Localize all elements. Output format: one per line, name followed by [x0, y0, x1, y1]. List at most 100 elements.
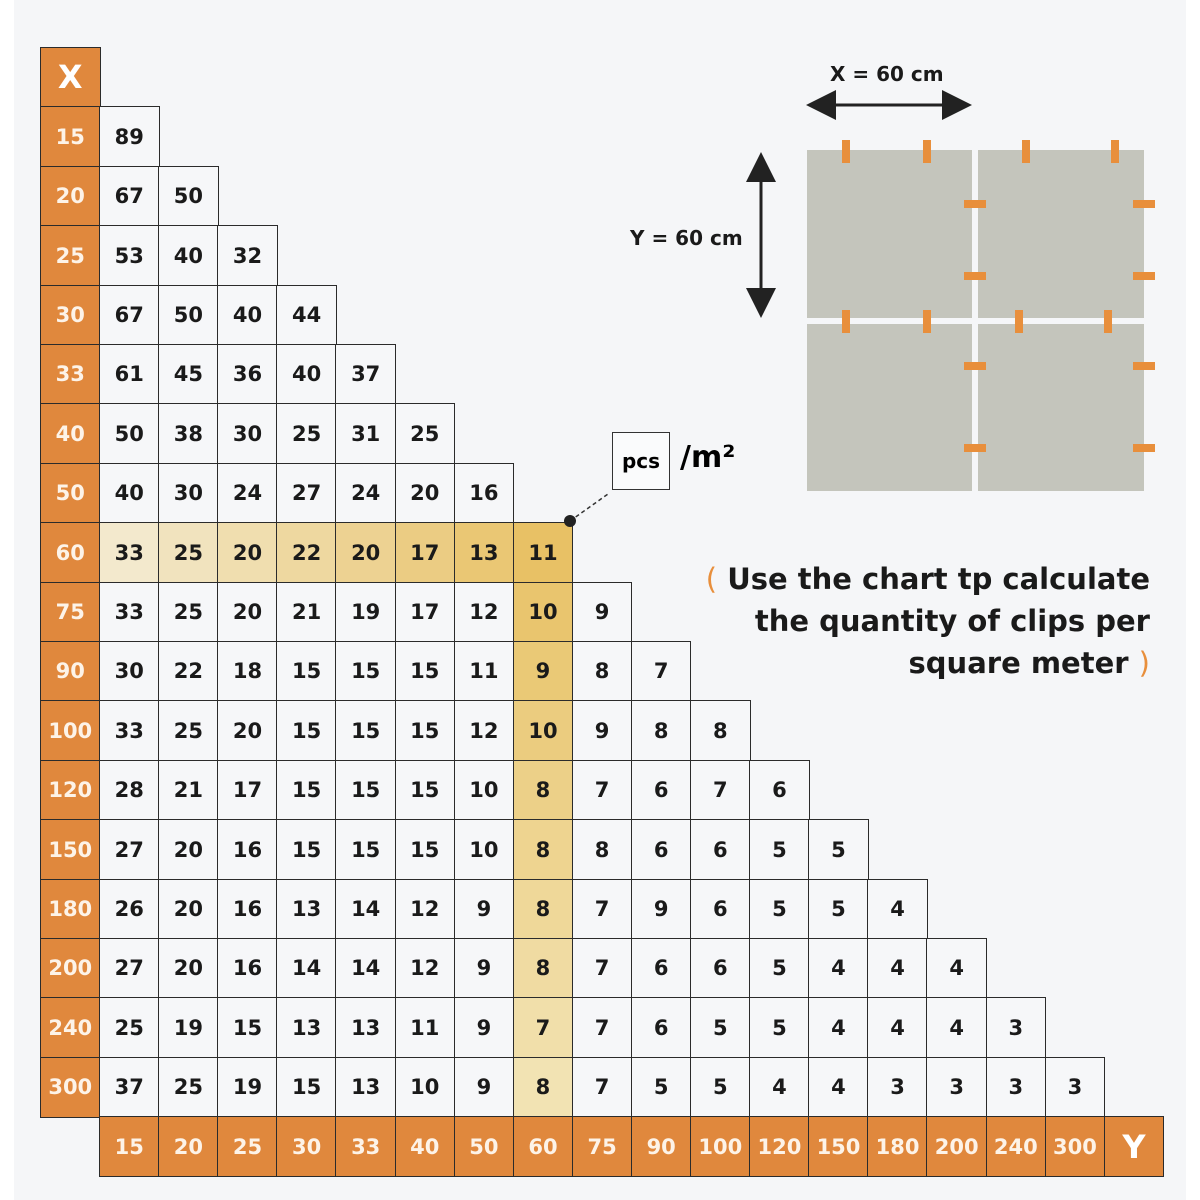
table-cell: 8: [512, 878, 574, 940]
table-cell: 20: [394, 462, 456, 524]
table-cell: 5: [630, 1056, 692, 1118]
instruction-note: ( Use the chart tp calculate the quantit…: [706, 558, 1150, 684]
table-cell: 7: [512, 997, 574, 1059]
row-header: 300: [40, 1056, 101, 1118]
table-cell: 53: [99, 225, 160, 287]
table-cell: 4: [926, 997, 987, 1059]
table-cell: 40: [217, 284, 278, 346]
unit-label: /m²: [680, 440, 736, 475]
table-cell: 19: [158, 997, 219, 1059]
table-cell: 13: [335, 1056, 396, 1118]
table-cell: 4: [808, 1056, 869, 1118]
table-cell: 10: [453, 819, 515, 881]
table-cell: 12: [394, 878, 456, 940]
table-cell: 9: [571, 700, 633, 762]
table-cell: 20: [217, 700, 278, 762]
table-cell: 27: [99, 938, 160, 999]
table-cell: 5: [749, 878, 810, 940]
table-cell: 6: [749, 759, 810, 821]
table-cell: 13: [276, 997, 337, 1059]
table-cell: 15: [217, 997, 278, 1059]
table-cell: 16: [217, 878, 278, 940]
table-cell: 16: [453, 462, 515, 524]
table-cell: 25: [276, 403, 337, 465]
table-cell: 6: [690, 878, 751, 940]
table-cell: 9: [453, 997, 515, 1059]
table-cell: 25: [99, 997, 160, 1059]
table-cell: 50: [158, 165, 219, 227]
note-line-1: Use the chart tp calculate: [727, 562, 1150, 596]
y-axis-label: Y: [1103, 1116, 1165, 1178]
table-cell: 12: [453, 700, 515, 762]
table-cell: 4: [749, 1056, 810, 1118]
table-cell: 8: [512, 1056, 574, 1118]
table-cell: 31: [335, 403, 396, 465]
column-header: 150: [808, 1116, 869, 1178]
table-cell: 20: [335, 522, 396, 584]
table-cell: 9: [453, 938, 515, 999]
table-cell: 24: [335, 462, 396, 524]
table-cell: 15: [276, 700, 337, 762]
table-cell: 67: [99, 165, 160, 227]
table-cell: 6: [630, 938, 692, 999]
table-cell: 33: [99, 581, 160, 643]
table-cell: 15: [276, 819, 337, 881]
row-header: 150: [40, 819, 101, 881]
table-cell: 44: [276, 284, 337, 346]
row-header: 120: [40, 759, 101, 821]
table-cell: 40: [276, 344, 337, 405]
table-cell: 25: [158, 1056, 219, 1118]
column-header: 200: [926, 1116, 987, 1178]
table-cell: 13: [335, 997, 396, 1059]
row-header: 180: [40, 878, 101, 940]
note-line-3: square meter: [908, 646, 1129, 680]
table-cell: 30: [217, 403, 278, 465]
row-header: 30: [40, 284, 101, 346]
table-cell: 6: [690, 819, 751, 881]
table-cell: 4: [867, 938, 928, 999]
table-cell: 6: [630, 997, 692, 1059]
column-header: 30: [276, 1116, 337, 1178]
table-cell: 25: [158, 581, 219, 643]
table-cell: 4: [867, 997, 928, 1059]
table-cell: 40: [99, 462, 160, 524]
table-cell: 15: [335, 700, 396, 762]
table-cell: 7: [571, 1056, 633, 1118]
table-cell: 24: [217, 462, 278, 524]
table-cell: 10: [512, 700, 574, 762]
column-header: 240: [985, 1116, 1047, 1178]
table-cell: 30: [158, 462, 219, 524]
table-cell: 4: [808, 997, 869, 1059]
column-header: 75: [571, 1116, 633, 1178]
table-cell: 25: [394, 403, 456, 465]
table-cell: 9: [630, 878, 692, 940]
table-cell: 11: [394, 997, 456, 1059]
table-cell: 4: [926, 938, 987, 999]
table-cell: 15: [335, 819, 396, 881]
table-cell: 3: [985, 997, 1047, 1059]
table-cell: 13: [276, 878, 337, 940]
table-cell: 6: [630, 819, 692, 881]
table-cell: 3: [867, 1056, 928, 1118]
table-cell: 5: [808, 878, 869, 940]
row-header: 25: [40, 225, 101, 287]
table-cell: 7: [690, 759, 751, 821]
table-cell: 9: [512, 641, 574, 702]
open-paren: (: [705, 562, 718, 596]
close-paren: ): [1138, 646, 1150, 680]
table-cell: 16: [217, 819, 278, 881]
row-header: 60: [40, 522, 101, 584]
column-header: 90: [630, 1116, 692, 1178]
note-line-2: the quantity of clips per: [754, 604, 1150, 638]
row-header: 200: [40, 938, 101, 999]
table-cell: 20: [158, 878, 219, 940]
column-header: 33: [335, 1116, 396, 1178]
table-cell: 9: [571, 581, 633, 643]
table-cell: 22: [276, 522, 337, 584]
table-cell: 5: [749, 938, 810, 999]
table-cell: 10: [394, 1056, 456, 1118]
table-cell: 32: [217, 225, 278, 287]
table-cell: 12: [394, 938, 456, 999]
table-cell: 27: [276, 462, 337, 524]
table-cell: 8: [512, 819, 574, 881]
